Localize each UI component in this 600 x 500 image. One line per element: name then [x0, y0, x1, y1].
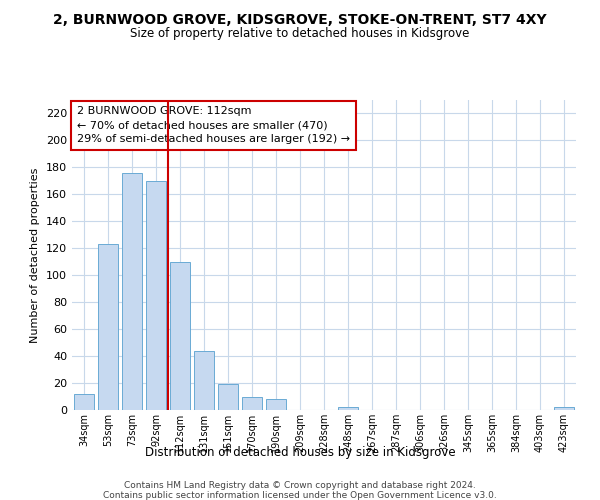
- Bar: [170, 262, 190, 410]
- Bar: [242, 396, 262, 410]
- Text: Contains public sector information licensed under the Open Government Licence v3: Contains public sector information licen…: [103, 490, 497, 500]
- Text: 2, BURNWOOD GROVE, KIDSGROVE, STOKE-ON-TRENT, ST7 4XY: 2, BURNWOOD GROVE, KIDSGROVE, STOKE-ON-T…: [53, 12, 547, 26]
- Bar: [338, 408, 358, 410]
- Y-axis label: Number of detached properties: Number of detached properties: [31, 168, 40, 342]
- Bar: [146, 181, 166, 410]
- Text: 2 BURNWOOD GROVE: 112sqm
← 70% of detached houses are smaller (470)
29% of semi-: 2 BURNWOOD GROVE: 112sqm ← 70% of detach…: [77, 106, 350, 144]
- Text: Contains HM Land Registry data © Crown copyright and database right 2024.: Contains HM Land Registry data © Crown c…: [124, 482, 476, 490]
- Bar: [194, 350, 214, 410]
- Text: Distribution of detached houses by size in Kidsgrove: Distribution of detached houses by size …: [145, 446, 455, 459]
- Bar: [98, 244, 118, 410]
- Bar: [218, 384, 238, 410]
- Bar: [554, 408, 574, 410]
- Text: Size of property relative to detached houses in Kidsgrove: Size of property relative to detached ho…: [130, 28, 470, 40]
- Bar: [122, 173, 142, 410]
- Bar: [74, 394, 94, 410]
- Bar: [266, 399, 286, 410]
